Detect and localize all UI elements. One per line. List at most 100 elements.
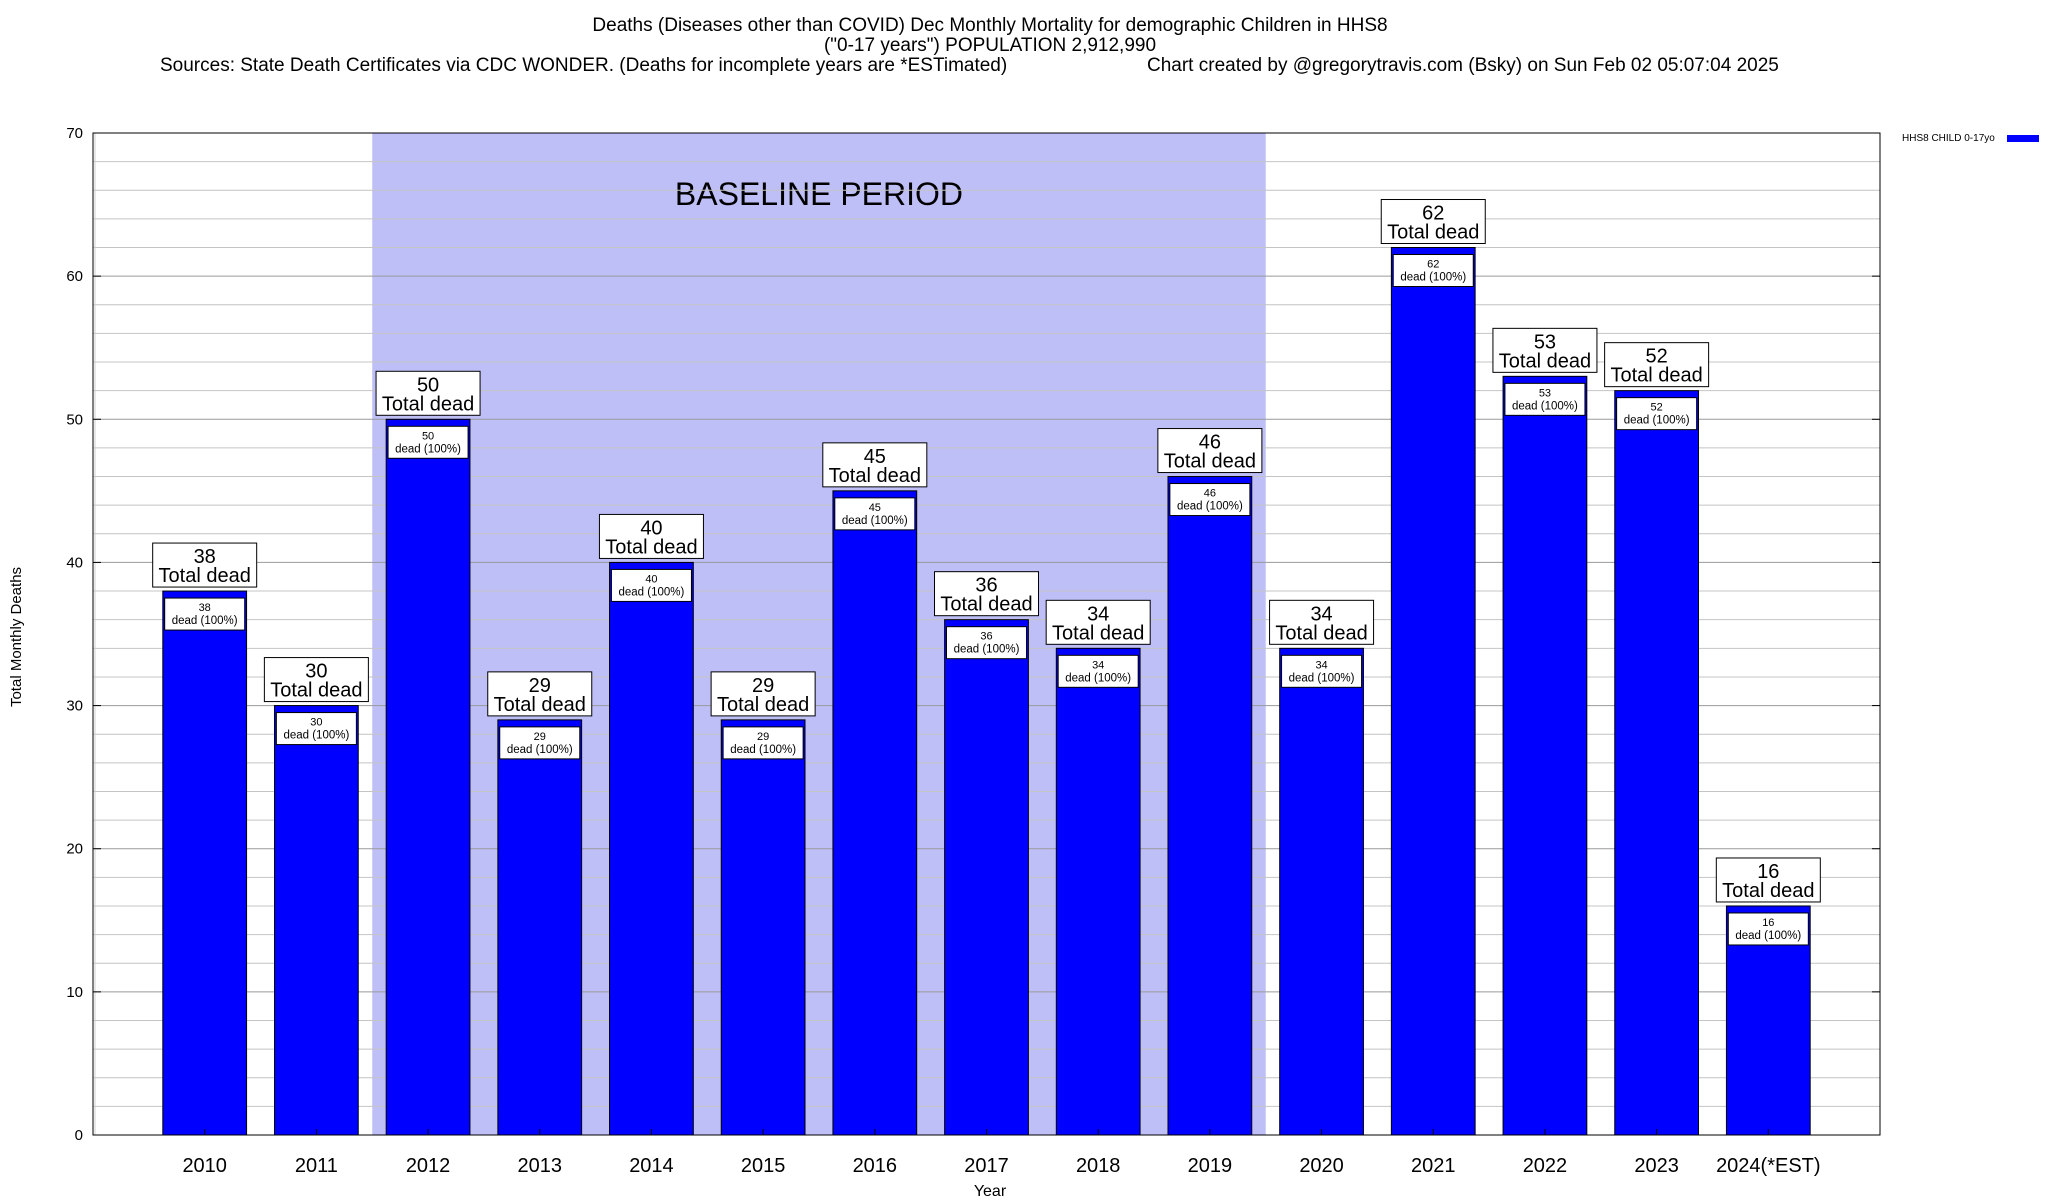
bar-inner-percent-label: dead (100%): [1512, 400, 1578, 412]
bar-inner-value-label: 34: [1092, 659, 1104, 671]
bar-inner-label-box: [1616, 397, 1698, 431]
bar-inner-percent-label: dead (100%): [1400, 272, 1466, 284]
bar: [1614, 390, 1700, 1136]
bar: [609, 561, 694, 1136]
bar-inner-value-label: 53: [1539, 387, 1551, 399]
bar-top-total-label: Total dead: [1722, 880, 1814, 902]
bar: [944, 619, 1029, 1136]
bar-inner-value-label: 16: [1762, 917, 1774, 929]
bar-inner-value-label: 30: [310, 717, 322, 729]
y-axis-label: Total Monthly Deaths: [8, 567, 25, 707]
x-axis-label: Year: [974, 1183, 1007, 1200]
bar-inner-percent-label: dead (100%): [1735, 930, 1801, 942]
bar-top-label-box: [710, 671, 816, 717]
y-tick-label: 30: [66, 698, 83, 715]
bar-inner-label-box: [499, 726, 581, 760]
bar-top-total-label: Total dead: [605, 536, 697, 558]
baseline-period-label: BASELINE PERIOD: [675, 176, 963, 212]
y-tick-label: 60: [66, 268, 83, 285]
bar-top-value-label: 62: [1422, 203, 1444, 225]
bar-top-total-label: Total dead: [1052, 622, 1144, 644]
bar-top-total-label: Total dead: [1387, 222, 1479, 244]
bar-inner-label-box: [610, 568, 692, 602]
bar: [273, 705, 359, 1136]
x-tick-label: 2010: [182, 1155, 227, 1177]
y-tick-label: 10: [66, 984, 83, 1001]
bar-top-label-box: [1045, 599, 1151, 645]
bar-top-total-label: Total dead: [1499, 350, 1591, 372]
x-axis-ticks: 2010 2011 2012 2013 2014 2015 2016 2017 2018 2019…: [182, 1129, 1821, 1177]
bar-inner-label-box: [164, 597, 246, 631]
bar-inner-label-box: [946, 626, 1027, 660]
bar-inner-label-box: [834, 497, 916, 531]
bar-top-value-label: 52: [1646, 346, 1668, 368]
bar-top-total-label: Total dead: [829, 465, 921, 487]
bar-top-total-label: Total dead: [940, 594, 1032, 616]
bar-inner-value-label: 36: [980, 631, 992, 643]
x-tick-label: 2015: [741, 1155, 786, 1177]
bar: [832, 490, 918, 1136]
bar-top-label-box: [1157, 428, 1263, 474]
bar-top-total-label: Total dead: [382, 393, 474, 415]
x-tick-label: 2013: [518, 1155, 563, 1177]
bar-top-total-label: Total dead: [494, 694, 586, 716]
bar-top-label-box: [1715, 857, 1821, 903]
bar-inner-percent-label: dead (100%): [842, 515, 908, 527]
x-tick-label: 2022: [1523, 1155, 1568, 1177]
bar: [1279, 647, 1364, 1136]
bar-top-total-label: Total dead: [1610, 365, 1702, 387]
bar-inner-value-label: 45: [869, 502, 881, 514]
bar-inner-percent-label: dead (100%): [1065, 672, 1131, 684]
bar-inner-value-label: 29: [757, 731, 769, 743]
y-tick-label: 40: [66, 554, 83, 571]
y-tick-label: 70: [66, 125, 83, 142]
bar: [497, 719, 583, 1136]
bar: [1502, 375, 1588, 1136]
bar-top-label-box: [1604, 342, 1710, 388]
x-tick-label: 2019: [1188, 1155, 1233, 1177]
bar-top-label-box: [934, 571, 1039, 617]
bar-top-label-box: [487, 671, 593, 717]
bar-inner-label-box: [1727, 912, 1809, 946]
bar-inner-label-box: [1281, 654, 1363, 688]
bar: [720, 719, 806, 1136]
bar-inner-percent-label: dead (100%): [395, 443, 461, 455]
bar-top-value-label: 34: [1087, 603, 1109, 625]
bar-inner-percent-label: dead (100%): [619, 586, 685, 598]
bar-inner-value-label: 38: [199, 602, 211, 614]
legend: HHS8 CHILD 0-17yo: [1902, 133, 2039, 144]
x-tick-label: 2016: [853, 1155, 898, 1177]
bar: [1167, 476, 1253, 1136]
x-tick-label: 2014: [629, 1155, 674, 1177]
bar-inner-label-box: [1504, 382, 1586, 416]
bar-top-value-label: 16: [1757, 861, 1779, 883]
bar-top-total-label: Total dead: [1164, 451, 1256, 473]
bar-inner-label-box: [387, 425, 469, 459]
bar-top-label-box: [1380, 199, 1486, 245]
bar-top-value-label: 29: [752, 675, 774, 697]
bar-inner-value-label: 40: [645, 573, 657, 585]
bar: [1055, 647, 1141, 1136]
bar-inner-label-box: [1057, 654, 1139, 688]
y-tick-label: 0: [75, 1127, 83, 1144]
bar-top-value-label: 40: [640, 517, 662, 539]
y-tick-label: 50: [66, 411, 83, 428]
bar-top-total-label: Total dead: [159, 565, 251, 587]
bar-inner-percent-label: dead (100%): [1177, 501, 1243, 513]
bar-inner-value-label: 29: [534, 731, 546, 743]
bar-inner-value-label: 46: [1204, 488, 1216, 500]
bar-top-value-label: 53: [1534, 331, 1556, 353]
bar-inner-value-label: 34: [1315, 659, 1327, 671]
legend-swatch: [2007, 135, 2039, 142]
bar-inner-value-label: 62: [1427, 259, 1439, 271]
bar-top-value-label: 46: [1199, 432, 1221, 454]
x-tick-label: 2011: [295, 1155, 338, 1177]
bar-top-total-label: Total dead: [1275, 622, 1367, 644]
bar-top-label-box: [152, 542, 258, 588]
bar-inner-value-label: 52: [1651, 402, 1663, 414]
bar-top-label-box: [822, 442, 928, 488]
bar-inner-label-box: [275, 712, 357, 746]
bar-inner-label-box: [1392, 254, 1474, 288]
